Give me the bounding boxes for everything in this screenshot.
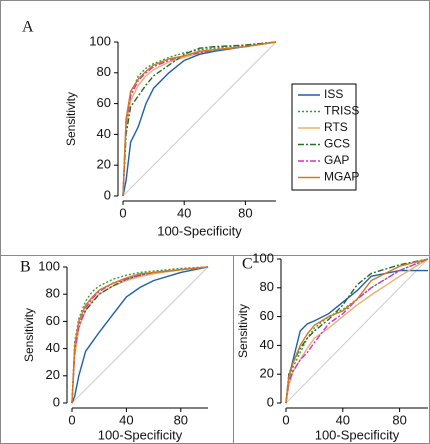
legend-box — [291, 83, 357, 191]
y-tick-label: 0 — [53, 394, 60, 409]
y-tick-label: 60 — [46, 313, 60, 328]
y-tick-label: 100 — [38, 258, 60, 273]
x-tick-label: 80 — [392, 412, 406, 427]
roc-curve — [122, 41, 277, 197]
roc-curve — [285, 258, 429, 404]
y-tick-label: 80 — [46, 286, 60, 301]
legend-label: GCS — [324, 137, 350, 151]
y-tick-label: 80 — [260, 279, 274, 294]
y-tick-label: 20 — [260, 366, 274, 381]
x-tick-label: 0 — [119, 205, 126, 220]
reference-diagonal — [122, 41, 277, 197]
y-tick-label: 100 — [89, 33, 111, 48]
roc-curve — [285, 258, 429, 404]
legend-label: MGAP — [324, 170, 359, 184]
roc-curve — [71, 266, 209, 404]
roc-curve — [285, 269, 428, 404]
y-tick-label: 60 — [97, 95, 111, 110]
roc-curve — [71, 266, 209, 404]
x-tick-label: 80 — [174, 412, 188, 427]
roc-curve — [122, 41, 277, 197]
x-tick-label: 0 — [282, 412, 289, 427]
x-tick-label: 40 — [177, 205, 191, 220]
x-tick-label: 40 — [119, 412, 133, 427]
reference-diagonal — [285, 258, 429, 404]
x-tick-label: 40 — [336, 412, 350, 427]
y-tick-label: 40 — [46, 340, 60, 355]
x-axis-label: 100-Specificity — [315, 427, 400, 442]
roc-curve — [122, 41, 277, 197]
legend-label: ISS — [324, 87, 343, 101]
y-tick-label: 80 — [97, 64, 111, 79]
y-axis-label: Sensitivity — [22, 308, 36, 362]
y-tick-label: 40 — [260, 337, 274, 352]
legend-label: GAP — [324, 153, 349, 167]
y-tick-label: 100 — [252, 250, 274, 265]
x-axis-label: 100-Specificity — [157, 223, 242, 238]
panel-label: A — [22, 19, 34, 36]
x-axis-label: 100-Specificity — [98, 427, 183, 442]
y-axis-label: Sensitivity — [64, 92, 78, 146]
y-tick-label: 60 — [260, 308, 274, 323]
y-tick-label: 0 — [104, 187, 111, 202]
legend-label: RTS — [324, 120, 348, 134]
panel-label: B — [20, 259, 31, 276]
y-tick-label: 0 — [267, 394, 274, 409]
legend-label: TRISS — [324, 104, 359, 118]
panel-label: C — [242, 256, 253, 273]
y-tick-label: 40 — [97, 126, 111, 141]
y-tick-label: 20 — [97, 157, 111, 172]
x-tick-label: 0 — [68, 412, 75, 427]
x-tick-label: 80 — [238, 205, 252, 220]
y-tick-label: 20 — [46, 367, 60, 382]
y-axis-label: Sensitivity — [236, 304, 250, 358]
roc-curve — [122, 41, 277, 197]
reference-diagonal — [71, 266, 209, 404]
